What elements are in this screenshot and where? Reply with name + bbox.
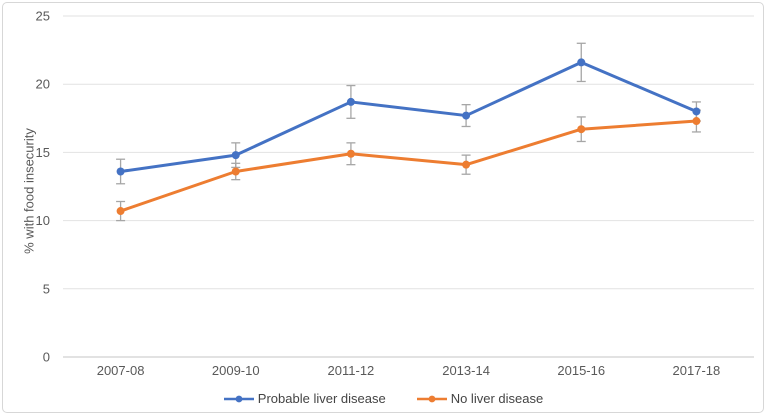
y-tick-label: 25 <box>36 9 50 24</box>
data-point-marker <box>692 117 701 126</box>
data-point-marker <box>346 149 355 158</box>
y-axis-title: % with food insecurity <box>21 128 37 254</box>
data-point-marker <box>462 160 471 169</box>
x-tick-label: 2013-14 <box>442 363 490 378</box>
x-tick-label: 2015-16 <box>557 363 605 378</box>
legend-item-probable-liver-disease[interactable]: Probable liver disease <box>223 391 386 406</box>
y-tick-label: 15 <box>36 145 50 160</box>
y-tick-label: 0 <box>43 350 50 365</box>
x-tick-label: 2017-18 <box>673 363 721 378</box>
x-tick-label: 2007-08 <box>97 363 145 378</box>
legend-marker-line-icon <box>416 394 448 404</box>
y-tick-label: 20 <box>36 77 50 92</box>
y-tick-label: 10 <box>36 213 50 228</box>
data-point-marker <box>577 125 586 134</box>
legend-item-no-liver-disease[interactable]: No liver disease <box>416 391 544 406</box>
legend-label: Probable liver disease <box>257 391 386 406</box>
data-point-marker <box>462 111 471 120</box>
legend-label: No liver disease <box>450 391 544 406</box>
x-tick-label: 2009-10 <box>212 363 260 378</box>
legend-marker-line-icon <box>223 394 255 404</box>
data-point-marker <box>692 107 701 116</box>
y-tick-label: 5 <box>43 281 50 296</box>
data-point-marker <box>577 58 586 67</box>
data-point-marker <box>116 167 125 176</box>
x-tick-label: 2011-12 <box>328 363 375 378</box>
legend: Probable liver disease No liver disease <box>3 391 763 406</box>
line-chart-plot: 0 5 10 15 20 25 2007-08 2009-10 2011-12 2013-14 20… <box>36 9 754 378</box>
data-point-marker <box>116 207 125 216</box>
chart-frame: 0 5 10 15 20 25 2007-08 2009-10 2011-12 2013-14 20… <box>2 2 764 413</box>
data-point-marker <box>231 151 240 160</box>
data-point-marker <box>346 97 355 106</box>
series-line-no-liver-disease <box>119 119 698 213</box>
data-point-marker <box>231 167 240 176</box>
series-line-probable-liver-disease <box>119 60 698 173</box>
